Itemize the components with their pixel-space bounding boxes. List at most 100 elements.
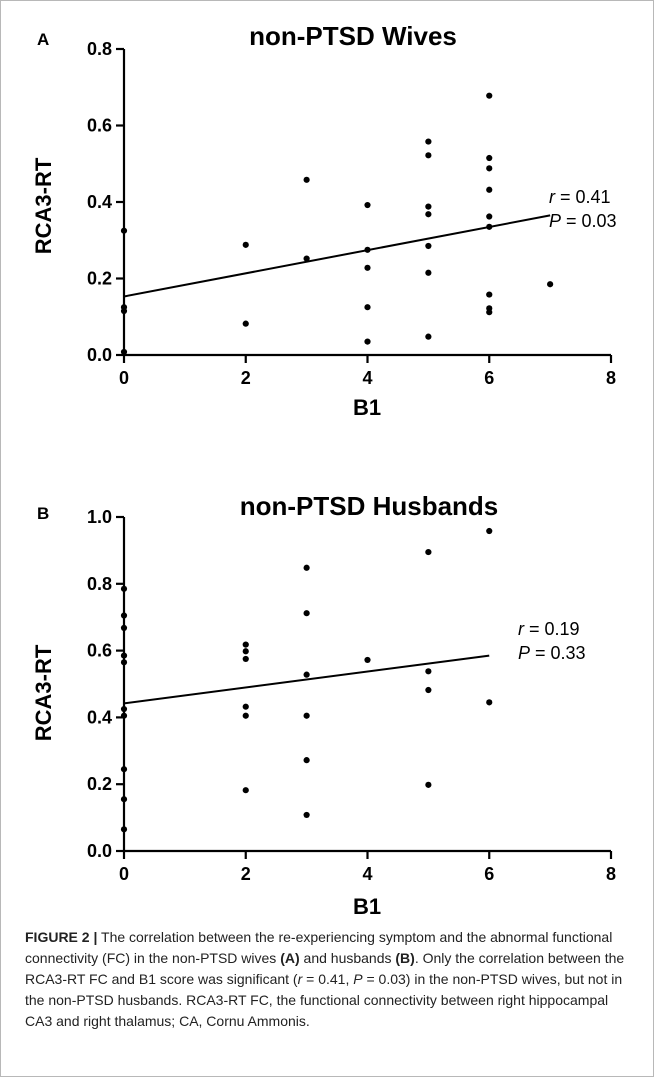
data-point [364, 656, 371, 664]
data-point [425, 333, 432, 340]
r-annotation: r = 0.41 [549, 187, 611, 207]
data-point [486, 223, 493, 230]
data-point [303, 811, 310, 819]
data-point [486, 213, 493, 220]
caption-stat-var: r [297, 971, 303, 987]
panel-label: B [37, 504, 49, 523]
data-point [486, 309, 493, 316]
data-point [425, 203, 432, 210]
data-point [486, 291, 493, 298]
data-point [425, 686, 432, 694]
y-tick-label: 0.0 [87, 841, 112, 861]
data-point [425, 548, 432, 556]
y-axis-title: RCA3-RT [31, 644, 56, 741]
data-point [120, 659, 128, 666]
x-tick-label: 4 [362, 864, 372, 884]
caption-text: The correlation between the re-experienc… [25, 929, 613, 966]
caption-text: . Only the correlation between the RCA3-… [25, 950, 625, 987]
data-point [486, 527, 493, 535]
regression-line [123, 654, 490, 705]
data-point [425, 668, 432, 675]
data-point [120, 612, 128, 619]
data-point [120, 826, 128, 833]
x-tick-label: 6 [484, 864, 494, 884]
caption-panel-ref: (A) [280, 950, 300, 966]
data-point [120, 705, 128, 713]
data-point [242, 241, 249, 248]
x-tick-label: 2 [241, 864, 251, 884]
data-point [364, 201, 371, 209]
x-tick-label: 8 [606, 368, 616, 388]
data-point [120, 712, 128, 719]
y-tick-label: 0.8 [87, 39, 112, 59]
y-tick-label: 0.6 [87, 116, 112, 136]
data-point [120, 624, 128, 631]
y-tick-label: 0.6 [87, 641, 112, 661]
figure-caption: FIGURE 2 | The correlation between the r… [25, 927, 637, 1032]
y-tick-label: 1.0 [87, 507, 112, 527]
data-point [120, 348, 128, 356]
data-point [242, 655, 249, 663]
x-tick-label: 6 [484, 368, 494, 388]
data-point [303, 176, 310, 183]
x-axis-title: B1 [353, 894, 381, 919]
caption-stat-var: P [353, 971, 363, 987]
data-point [486, 699, 493, 706]
panel-b-chart: B non-PTSD Husbands RCA3-RT B1 r = 0.19 … [31, 491, 616, 919]
panel-a-chart: A non-PTSD Wives RCA3-RT B1 r = 0.41 P =… [31, 21, 617, 420]
data-point [547, 281, 554, 288]
data-point [242, 787, 249, 794]
data-point [486, 92, 493, 99]
data-point [303, 757, 310, 764]
data-point [242, 648, 249, 655]
data-point [120, 227, 128, 234]
caption-text: = 0.41, [302, 971, 354, 987]
caption-figure-label: FIGURE 2 | [25, 929, 98, 945]
data-point [303, 255, 310, 262]
chart-title: non-PTSD Wives [249, 21, 457, 51]
x-axis-title: B1 [353, 395, 381, 420]
data-point [120, 652, 128, 659]
data-point [425, 211, 432, 218]
y-tick-label: 0.2 [87, 269, 112, 289]
r-annotation: r = 0.19 [518, 619, 580, 639]
data-point [120, 585, 128, 592]
data-point [120, 796, 128, 803]
data-point [425, 152, 432, 159]
data-point [303, 564, 310, 571]
data-point [364, 304, 371, 311]
data-point [242, 712, 249, 719]
y-tick-label: 0.0 [87, 345, 112, 365]
data-point [120, 307, 128, 315]
chart-title: non-PTSD Husbands [240, 491, 499, 521]
x-tick-label: 0 [119, 864, 129, 884]
y-tick-label: 0.8 [87, 574, 112, 594]
data-point [425, 269, 432, 276]
y-axis-title: RCA3-RT [31, 157, 56, 254]
p-annotation: P = 0.03 [549, 211, 617, 231]
p-annotation: P = 0.33 [518, 643, 586, 663]
panel-label: A [37, 30, 49, 49]
y-tick-label: 0.4 [87, 707, 112, 727]
data-point [303, 712, 310, 719]
data-point [303, 671, 310, 678]
data-point [242, 641, 249, 648]
y-tick-label: 0.4 [87, 192, 112, 212]
caption-panel-ref: (B) [395, 950, 415, 966]
caption-text: and husbands [299, 950, 396, 966]
x-tick-label: 2 [241, 368, 251, 388]
data-point [242, 320, 249, 327]
data-point [425, 242, 432, 250]
data-point [303, 610, 310, 617]
data-point [425, 138, 432, 145]
x-tick-label: 4 [362, 368, 372, 388]
caption-text: = 0.03) in the non-PTSD wives, but not i… [25, 971, 623, 1029]
data-point [364, 338, 371, 345]
data-point [120, 766, 128, 773]
data-point [364, 246, 371, 253]
data-point [486, 186, 493, 193]
data-point [242, 703, 249, 710]
data-point [364, 264, 371, 271]
data-point [425, 781, 432, 788]
